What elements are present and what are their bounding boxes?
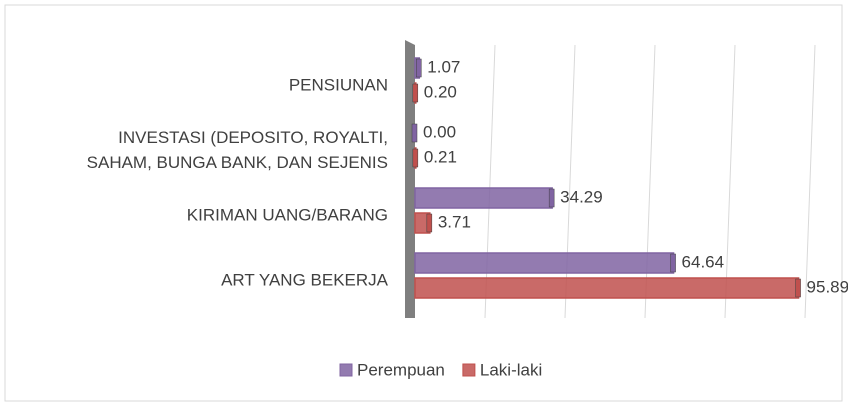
bar-cap xyxy=(411,123,418,143)
bar-cap xyxy=(416,58,422,78)
value-label: 0.21 xyxy=(424,147,457,166)
bar-cap xyxy=(795,278,801,298)
value-label: 1.07 xyxy=(427,57,460,76)
axis-wall xyxy=(405,40,415,318)
category-label: INVESTASI (DEPOSITO, ROYALTI, SAHAM, BUN… xyxy=(86,128,388,172)
bar-cap xyxy=(412,148,419,168)
grid-line xyxy=(564,44,576,319)
category-label: PENSIUNAN xyxy=(288,75,388,95)
bar-cap xyxy=(670,253,676,273)
grid-line xyxy=(484,44,496,319)
value-label: 64.64 xyxy=(682,252,725,271)
legend-label: Perempuan xyxy=(357,360,445,379)
bar xyxy=(414,187,553,209)
bar xyxy=(414,252,675,274)
legend-swatch xyxy=(339,363,353,377)
bar xyxy=(414,277,800,299)
chart-border xyxy=(4,4,843,402)
bar-cap xyxy=(548,188,555,208)
value-label: 0.20 xyxy=(424,82,457,101)
category-label: KIRIMAN UANG/BARANG xyxy=(186,205,388,225)
value-label: 95.89 xyxy=(807,277,848,296)
bar-cap xyxy=(412,83,419,103)
grid-line xyxy=(724,44,736,319)
grid-line xyxy=(644,44,656,319)
value-label: 34.29 xyxy=(560,187,603,206)
legend-swatch xyxy=(462,363,476,377)
value-label: 3.71 xyxy=(438,212,471,231)
value-label: 0.00 xyxy=(423,122,456,141)
bar-cap xyxy=(426,213,433,233)
category-label: ART YANG BEKERJA xyxy=(221,270,388,290)
grid-line xyxy=(804,44,816,319)
legend-label: Laki-laki xyxy=(480,360,542,379)
